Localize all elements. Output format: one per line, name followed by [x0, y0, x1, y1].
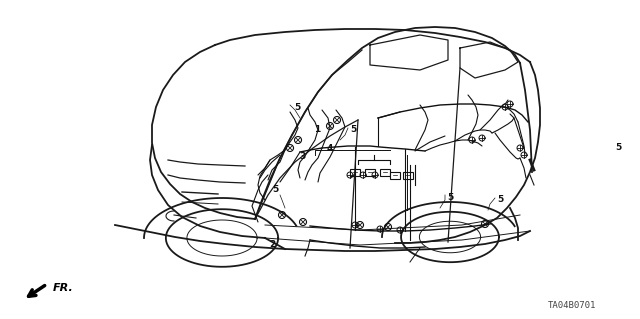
Text: 3: 3: [300, 152, 306, 161]
Bar: [403, 172, 413, 179]
Polygon shape: [333, 116, 340, 123]
Text: 5: 5: [350, 125, 356, 135]
Polygon shape: [287, 145, 294, 152]
Polygon shape: [278, 211, 285, 219]
Text: 1: 1: [314, 125, 320, 134]
Text: 4: 4: [326, 144, 333, 153]
Text: FR.: FR.: [53, 283, 74, 293]
Polygon shape: [326, 122, 333, 130]
Polygon shape: [300, 219, 307, 226]
Text: 5: 5: [447, 192, 453, 202]
Text: 5: 5: [497, 196, 503, 204]
Text: 5: 5: [615, 144, 621, 152]
Bar: [380, 168, 390, 175]
Text: 2: 2: [269, 240, 275, 249]
Bar: [390, 172, 400, 179]
Polygon shape: [385, 224, 392, 231]
Text: TA04B0701: TA04B0701: [548, 300, 596, 309]
Text: 5: 5: [294, 102, 300, 112]
Polygon shape: [356, 221, 364, 228]
Bar: [350, 168, 360, 175]
Polygon shape: [294, 137, 301, 144]
Bar: [365, 168, 375, 175]
Text: 5: 5: [272, 186, 278, 195]
Polygon shape: [481, 220, 488, 227]
